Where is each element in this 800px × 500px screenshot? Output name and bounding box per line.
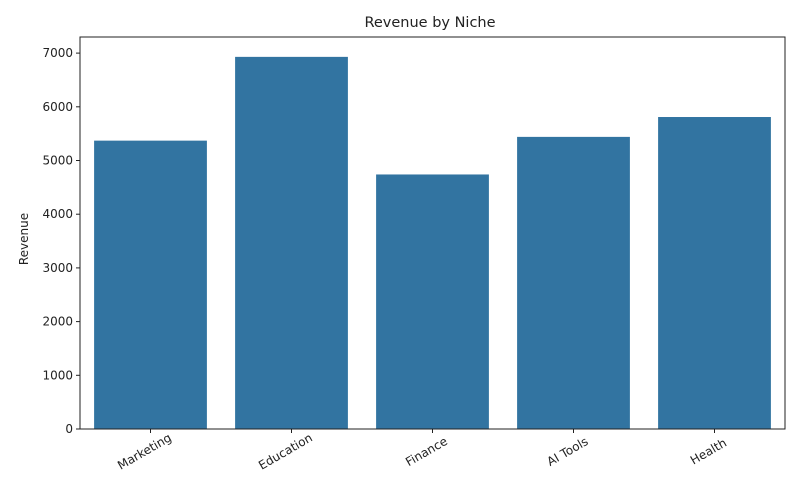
bar-marketing	[94, 140, 207, 429]
y-axis-label: Revenue	[17, 213, 31, 265]
bar-education	[235, 56, 348, 429]
bar-ai-tools	[517, 136, 630, 429]
chart-title: Revenue by Niche	[364, 15, 495, 31]
x-tick-label: Education	[256, 431, 315, 473]
y-tick-label: 5000	[42, 154, 73, 168]
x-tick-label: Health	[688, 436, 729, 468]
x-axis-ticks: Marketing Education Finance AI Tools Health	[115, 429, 729, 473]
y-tick-label: 7000	[42, 46, 73, 60]
bars-group	[94, 56, 771, 429]
y-tick-label: 3000	[42, 261, 73, 275]
y-axis-ticks: 0 1000 2000 3000 4000 5000 6000 7000	[42, 46, 80, 436]
y-tick-label: 0	[65, 422, 73, 436]
y-tick-label: 1000	[42, 368, 73, 382]
x-tick-label: Marketing	[115, 431, 174, 473]
y-tick-label: 2000	[42, 315, 73, 329]
x-tick-label: Finance	[403, 434, 450, 469]
y-tick-label: 4000	[42, 207, 73, 221]
y-tick-label: 6000	[42, 100, 73, 114]
bar-finance	[376, 174, 489, 429]
plot-frame	[79, 36, 786, 430]
bar-health	[658, 117, 771, 429]
x-tick-label: AI Tools	[544, 434, 590, 469]
